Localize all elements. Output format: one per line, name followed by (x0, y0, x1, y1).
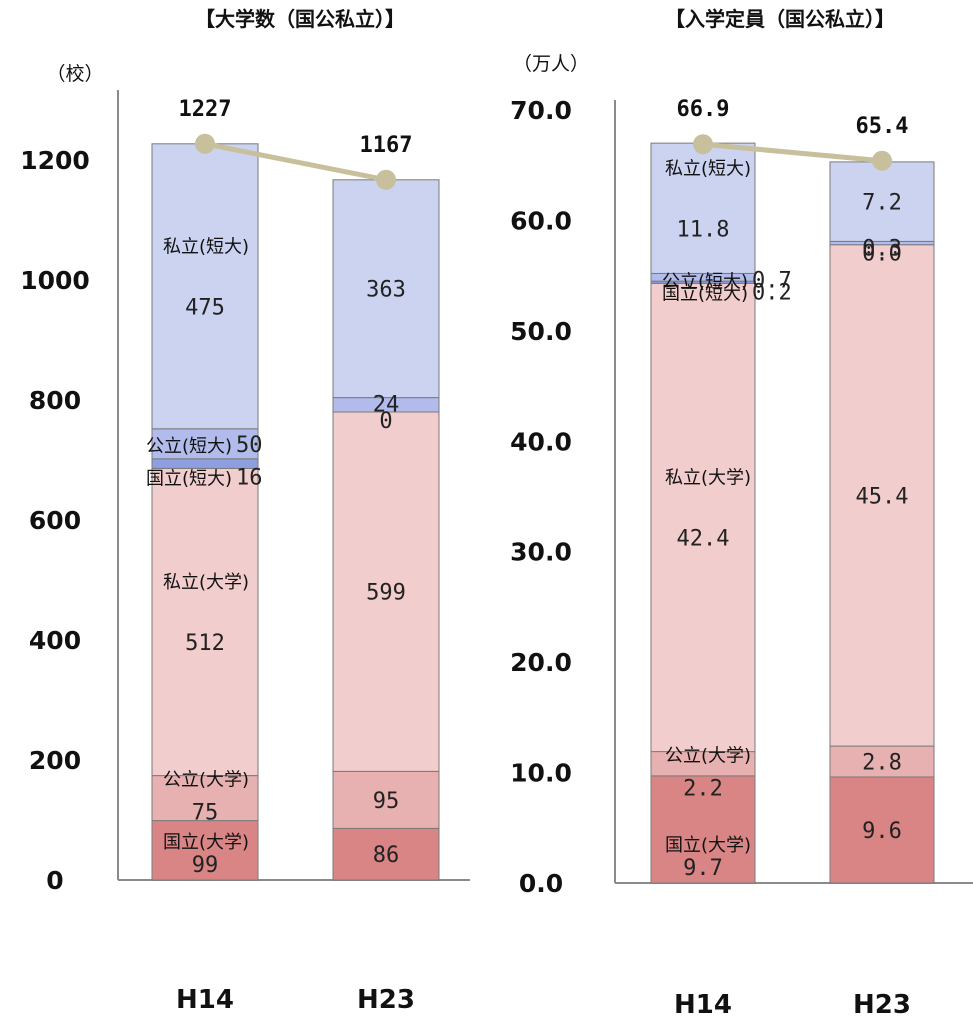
schools-series-name-label: 国立(大学) (163, 832, 249, 853)
capacity-y-tick: 10.0 (510, 759, 572, 788)
capacity-bar-segment (650, 751, 756, 777)
schools-total-marker (195, 133, 215, 154)
schools-value-label: 0 (379, 409, 392, 434)
schools-x-tick: H14 (176, 985, 234, 1015)
schools-value-label: 16 (236, 465, 263, 490)
schools-y-tick: 0 (46, 866, 63, 895)
schools-x-tick: H23 (357, 985, 415, 1015)
capacity-y-tick: 30.0 (510, 538, 572, 567)
schools-y-tick: 800 (29, 386, 81, 415)
capacity-bar-segment (650, 775, 756, 884)
capacity-bar-segment (829, 161, 935, 242)
capacity-value-label: 7.2 (862, 191, 902, 216)
capacity-value-label: 0.2 (752, 280, 792, 305)
capacity-y-tick: 50.0 (510, 317, 572, 346)
schools-y-tick: 600 (29, 506, 81, 535)
capacity-total-marker (693, 134, 713, 155)
capacity-value-label: 2.8 (862, 751, 902, 776)
schools-value-label: 24 (373, 393, 400, 418)
capacity-bar-segment (829, 244, 935, 747)
schools-series-name-label: 私立(短大) (163, 236, 249, 257)
schools-value-label: 75 (192, 801, 219, 826)
capacity-total-label: 65.4 (856, 114, 909, 139)
capacity-y-tick: 70.0 (510, 96, 572, 125)
capacity-y-tick: 40.0 (510, 427, 572, 456)
capacity-value-label: 2.2 (683, 777, 723, 802)
schools-total-label: 1227 (179, 97, 232, 122)
capacity-value-label: 45.4 (856, 484, 909, 509)
schools-bar-segment (332, 411, 440, 772)
capacity-series-name-label: 公立(短大) (662, 271, 748, 292)
schools-y-tick: 1000 (20, 266, 90, 295)
schools-bar-segment (332, 770, 440, 829)
schools-value-label: 512 (185, 631, 225, 656)
capacity-bar-segment (829, 745, 935, 778)
capacity-x-tick: H14 (674, 990, 732, 1020)
schools-y-tick: 1200 (20, 146, 90, 175)
schools-total-trend-line (204, 141, 387, 183)
capacity-series-name-label: 私立(短大) (665, 158, 751, 179)
schools-value-label: 599 (366, 581, 406, 606)
schools-value-label: 86 (373, 843, 400, 868)
capacity-series-name-label: 公立(大学) (665, 746, 751, 767)
capacity-bar-segment (650, 142, 756, 274)
capacity-value-label: 42.4 (677, 526, 730, 551)
schools-bar-segment (332, 179, 440, 399)
schools-unit-label: （校） (46, 63, 103, 85)
capacity-value-label: 0.0 (862, 242, 902, 267)
capacity-y-tick: 0.0 (519, 869, 563, 898)
schools-value-label: 363 (366, 278, 406, 303)
schools-y-tick: 200 (29, 746, 81, 775)
schools-total-marker (376, 169, 396, 190)
schools-y-tick: 400 (29, 626, 81, 655)
capacity-total-label: 66.9 (677, 97, 730, 122)
schools-bar-segment (151, 143, 259, 430)
capacity-value-label: 0.3 (862, 236, 902, 261)
schools-series-name-label: 国立(短大) (146, 468, 232, 489)
capacity-y-tick: 20.0 (510, 648, 572, 677)
schools-value-label: 475 (185, 295, 225, 320)
capacity-unit-label: （万人） (513, 53, 589, 75)
capacity-value-label: 9.7 (683, 856, 723, 881)
capacity-value-label: 9.6 (862, 819, 902, 844)
capacity-total-marker (872, 150, 892, 171)
schools-bar-segment (151, 467, 259, 777)
schools-title: 【大学数（国公私立）】 (195, 7, 405, 31)
capacity-total-trend-line (702, 141, 883, 164)
capacity-series-name-label: 国立(短大) (662, 283, 748, 304)
capacity-y-tick: 60.0 (510, 206, 572, 235)
capacity-x-tick: H23 (853, 990, 911, 1020)
schools-value-label: 50 (236, 433, 263, 458)
schools-value-label: 95 (373, 789, 400, 814)
capacity-title: 【入学定員（国公私立）】 (665, 7, 895, 31)
schools-series-name-label: 公立(大学) (163, 770, 249, 791)
schools-series-name-label: 私立(大学) (163, 572, 249, 593)
capacity-series-name-label: 私立(大学) (665, 467, 751, 488)
schools-bar-segment (151, 820, 259, 881)
schools-bar-segment (151, 428, 259, 460)
schools-series-name-label: 公立(短大) (146, 436, 232, 457)
capacity-value-label: 11.8 (677, 217, 730, 242)
capacity-series-name-label: 国立(大学) (665, 835, 751, 856)
schools-value-label: 99 (192, 853, 219, 878)
schools-bar-segment (332, 827, 440, 881)
capacity-bar-segment (829, 776, 935, 884)
schools-total-label: 1167 (360, 133, 413, 158)
capacity-value-label: 0.7 (752, 268, 792, 293)
capacity-bar-segment (650, 282, 756, 753)
